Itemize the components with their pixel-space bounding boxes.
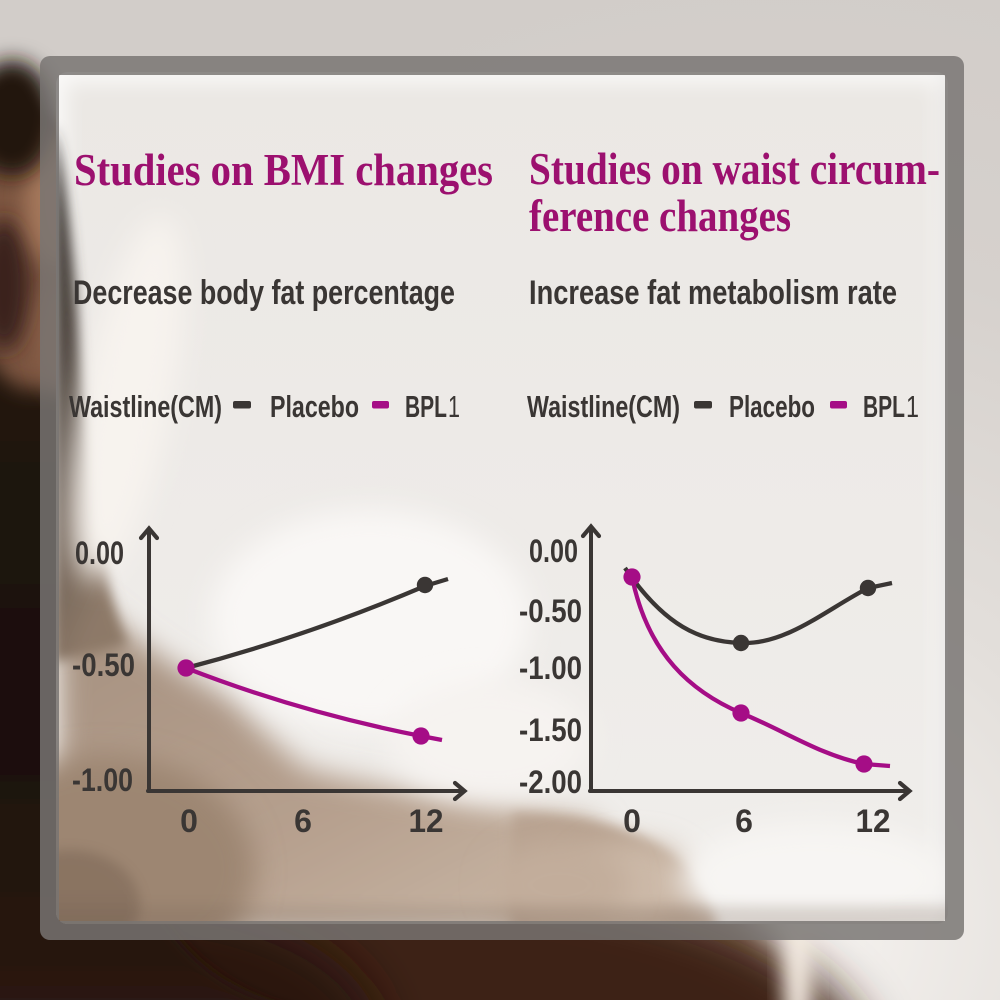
- svg-text:Studies on BMI changes: Studies on BMI changes: [74, 145, 493, 195]
- svg-text:BPL: BPL: [405, 389, 447, 424]
- svg-text:-0.50: -0.50: [72, 647, 135, 683]
- svg-text:6: 6: [294, 803, 312, 839]
- svg-text:0: 0: [623, 803, 641, 839]
- svg-text:BPL: BPL: [863, 389, 905, 424]
- svg-text:Increase fat metabolism rate: Increase fat metabolism rate: [529, 274, 897, 312]
- svg-text:0.00: 0.00: [529, 533, 578, 569]
- svg-text:1: 1: [906, 389, 919, 424]
- svg-text:6: 6: [735, 803, 753, 839]
- svg-text:Placebo: Placebo: [270, 389, 359, 424]
- svg-text:12: 12: [856, 803, 891, 839]
- svg-text:Decrease body fat percentage: Decrease body fat percentage: [73, 274, 455, 312]
- svg-text:Waistline(CM): Waistline(CM): [69, 389, 222, 424]
- svg-text:0.00: 0.00: [75, 535, 124, 571]
- svg-text:Studies on waist circum-: Studies on waist circum-: [529, 144, 940, 194]
- svg-text:-1.50: -1.50: [519, 712, 582, 748]
- svg-text:-1.00: -1.00: [72, 762, 133, 798]
- svg-text:-2.00: -2.00: [519, 764, 582, 800]
- svg-text:12: 12: [409, 803, 444, 839]
- svg-text:-1.00: -1.00: [519, 650, 582, 686]
- svg-text:0: 0: [180, 803, 198, 839]
- svg-text:Placebo: Placebo: [729, 389, 815, 424]
- svg-text:1: 1: [448, 389, 460, 424]
- svg-text:ference changes: ference changes: [529, 191, 791, 241]
- svg-text:Waistline(CM): Waistline(CM): [527, 389, 680, 424]
- svg-text:-0.50: -0.50: [519, 593, 582, 629]
